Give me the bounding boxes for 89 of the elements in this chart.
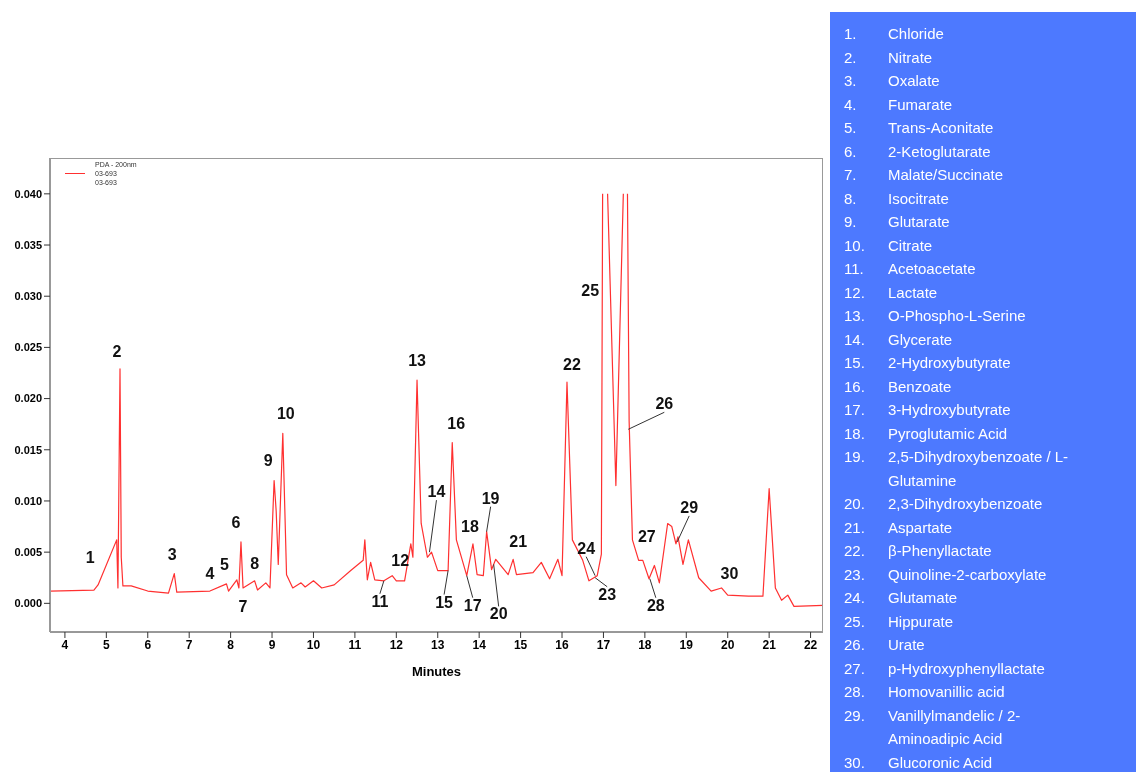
annotation: 18 — [461, 517, 479, 535]
x-tick-label: 7 — [185, 637, 193, 652]
text: 26. Urate — [844, 636, 925, 653]
y-tick-label: 0.000 — [14, 597, 42, 610]
x-tick-label: 12 — [389, 637, 404, 652]
text: 3. Oxalate — [844, 72, 940, 89]
y-tick-label: 0.035 — [14, 238, 42, 251]
annotation: 5 — [220, 555, 230, 573]
annotation: 11 — [371, 592, 389, 610]
annotation: 10 — [276, 405, 295, 423]
text: 22. β-Phenyllactate — [844, 542, 992, 559]
text: 2. Nitrate — [844, 48, 933, 66]
y-tick-label: 0.025 — [14, 341, 42, 354]
text: 11. Acetoacetate — [844, 260, 976, 277]
annotation: 23 — [598, 585, 617, 603]
text: 18. Pyroglutamic Acid — [844, 424, 1008, 442]
y-tick-label: 0.010 — [14, 494, 42, 507]
text: 4. Fumarate — [844, 95, 953, 113]
y-tick-label: 0.015 — [14, 443, 42, 456]
x-tick-label: 14 — [472, 637, 487, 652]
x-tick-label: 21 — [762, 637, 777, 652]
x-tick-label: 9 — [268, 637, 276, 652]
x-tick-label: 17 — [596, 637, 611, 652]
annotation: 8 — [250, 554, 260, 572]
text: 7. Malate/Succinate — [844, 166, 1004, 183]
annotation: 12 — [391, 551, 410, 569]
annotation: 17 — [463, 596, 482, 614]
x-tick-label: 16 — [555, 637, 570, 652]
annotation: 4 — [205, 565, 215, 583]
x-tick-label: 19 — [679, 637, 694, 652]
annotation: 27 — [637, 528, 656, 546]
text: 21. Aspartate — [844, 518, 953, 536]
x-axis-title: Minutes — [411, 664, 462, 679]
annotation: 25 — [581, 282, 600, 300]
x-tick-label: 8 — [227, 637, 235, 652]
x-tick-label: 11 — [348, 637, 362, 652]
text: 5. Trans-Aconitate — [844, 119, 994, 136]
annotation: 29 — [680, 498, 699, 516]
text: 25. Hippurate — [844, 612, 954, 630]
text: 30. Glucoronic Acid — [844, 753, 993, 771]
annotation: 26 — [655, 395, 674, 413]
text: 17. 3-Hydroxybutyrate — [844, 401, 1011, 418]
x-tick-label: 6 — [144, 637, 152, 652]
text: 15. 2-Hydroxybutyrate — [844, 354, 1011, 371]
annotation: 28 — [646, 596, 665, 614]
x-tick-label: 10 — [306, 637, 321, 652]
annotation: 9 — [263, 452, 273, 470]
text: 13. O-Phospho-L-Serine — [844, 307, 1026, 324]
annotation: 19 — [481, 489, 500, 507]
annotation: 21 — [509, 533, 528, 551]
text: 27. p-Hydroxyphenyllactate — [844, 659, 1045, 677]
text: 10. Citrate — [844, 236, 933, 254]
x-tick-label: 13 — [431, 637, 445, 652]
text: 6. 2-Ketoglutarate — [844, 142, 991, 160]
y-tick-label: 0.005 — [14, 546, 42, 559]
text: 20. 2,3-Dihydroxybenzoate — [844, 495, 1043, 512]
y-tick-label: 0.020 — [14, 392, 42, 405]
annotation: 3 — [167, 545, 177, 563]
x-tick-label: 4 — [61, 637, 69, 652]
annotation: 30 — [720, 564, 739, 582]
annotation: 6 — [231, 513, 241, 531]
text: 28. Homovanillic acid — [844, 683, 1005, 700]
x-tick-label: 5 — [102, 637, 110, 652]
text: 9. Glutarate — [844, 213, 950, 230]
text: 19. 2,5-Dihydroxybenzoate / L-Glutamine — [844, 448, 1069, 489]
text: 14. Glycerate — [844, 330, 953, 348]
annotation: 22 — [563, 356, 581, 374]
x-tick-label: 18 — [638, 637, 652, 652]
y-tick-label: 0.030 — [14, 290, 42, 303]
text: 29. Vanillylmandelic / 2-Aminoadipic Acid — [844, 706, 1021, 747]
annotation: 13 — [408, 352, 427, 370]
text: 12. Lactate — [844, 283, 938, 301]
annotation: 16 — [447, 414, 466, 432]
x-tick-label: 15 — [513, 637, 528, 652]
annotation: 2 — [112, 342, 122, 360]
annotation: 7 — [238, 597, 248, 615]
annotation: 15 — [435, 593, 454, 611]
text: 16. Benzoate — [844, 377, 952, 395]
text: 1. Chloride — [844, 25, 944, 42]
text: 8. Isocitrate — [844, 189, 949, 207]
x-tick-label: 20 — [721, 637, 735, 652]
annotation: 24 — [577, 539, 596, 557]
annotation: 1 — [85, 548, 95, 566]
y-tick-label: 0.040 — [14, 187, 42, 200]
annotation: 14 — [427, 483, 446, 501]
x-tick-label: 22 — [803, 637, 818, 652]
text: 24. Glutamate — [844, 589, 958, 606]
text: 23. Quinoline-2-carboxylate — [844, 565, 1047, 583]
annotation: 20 — [489, 605, 508, 623]
